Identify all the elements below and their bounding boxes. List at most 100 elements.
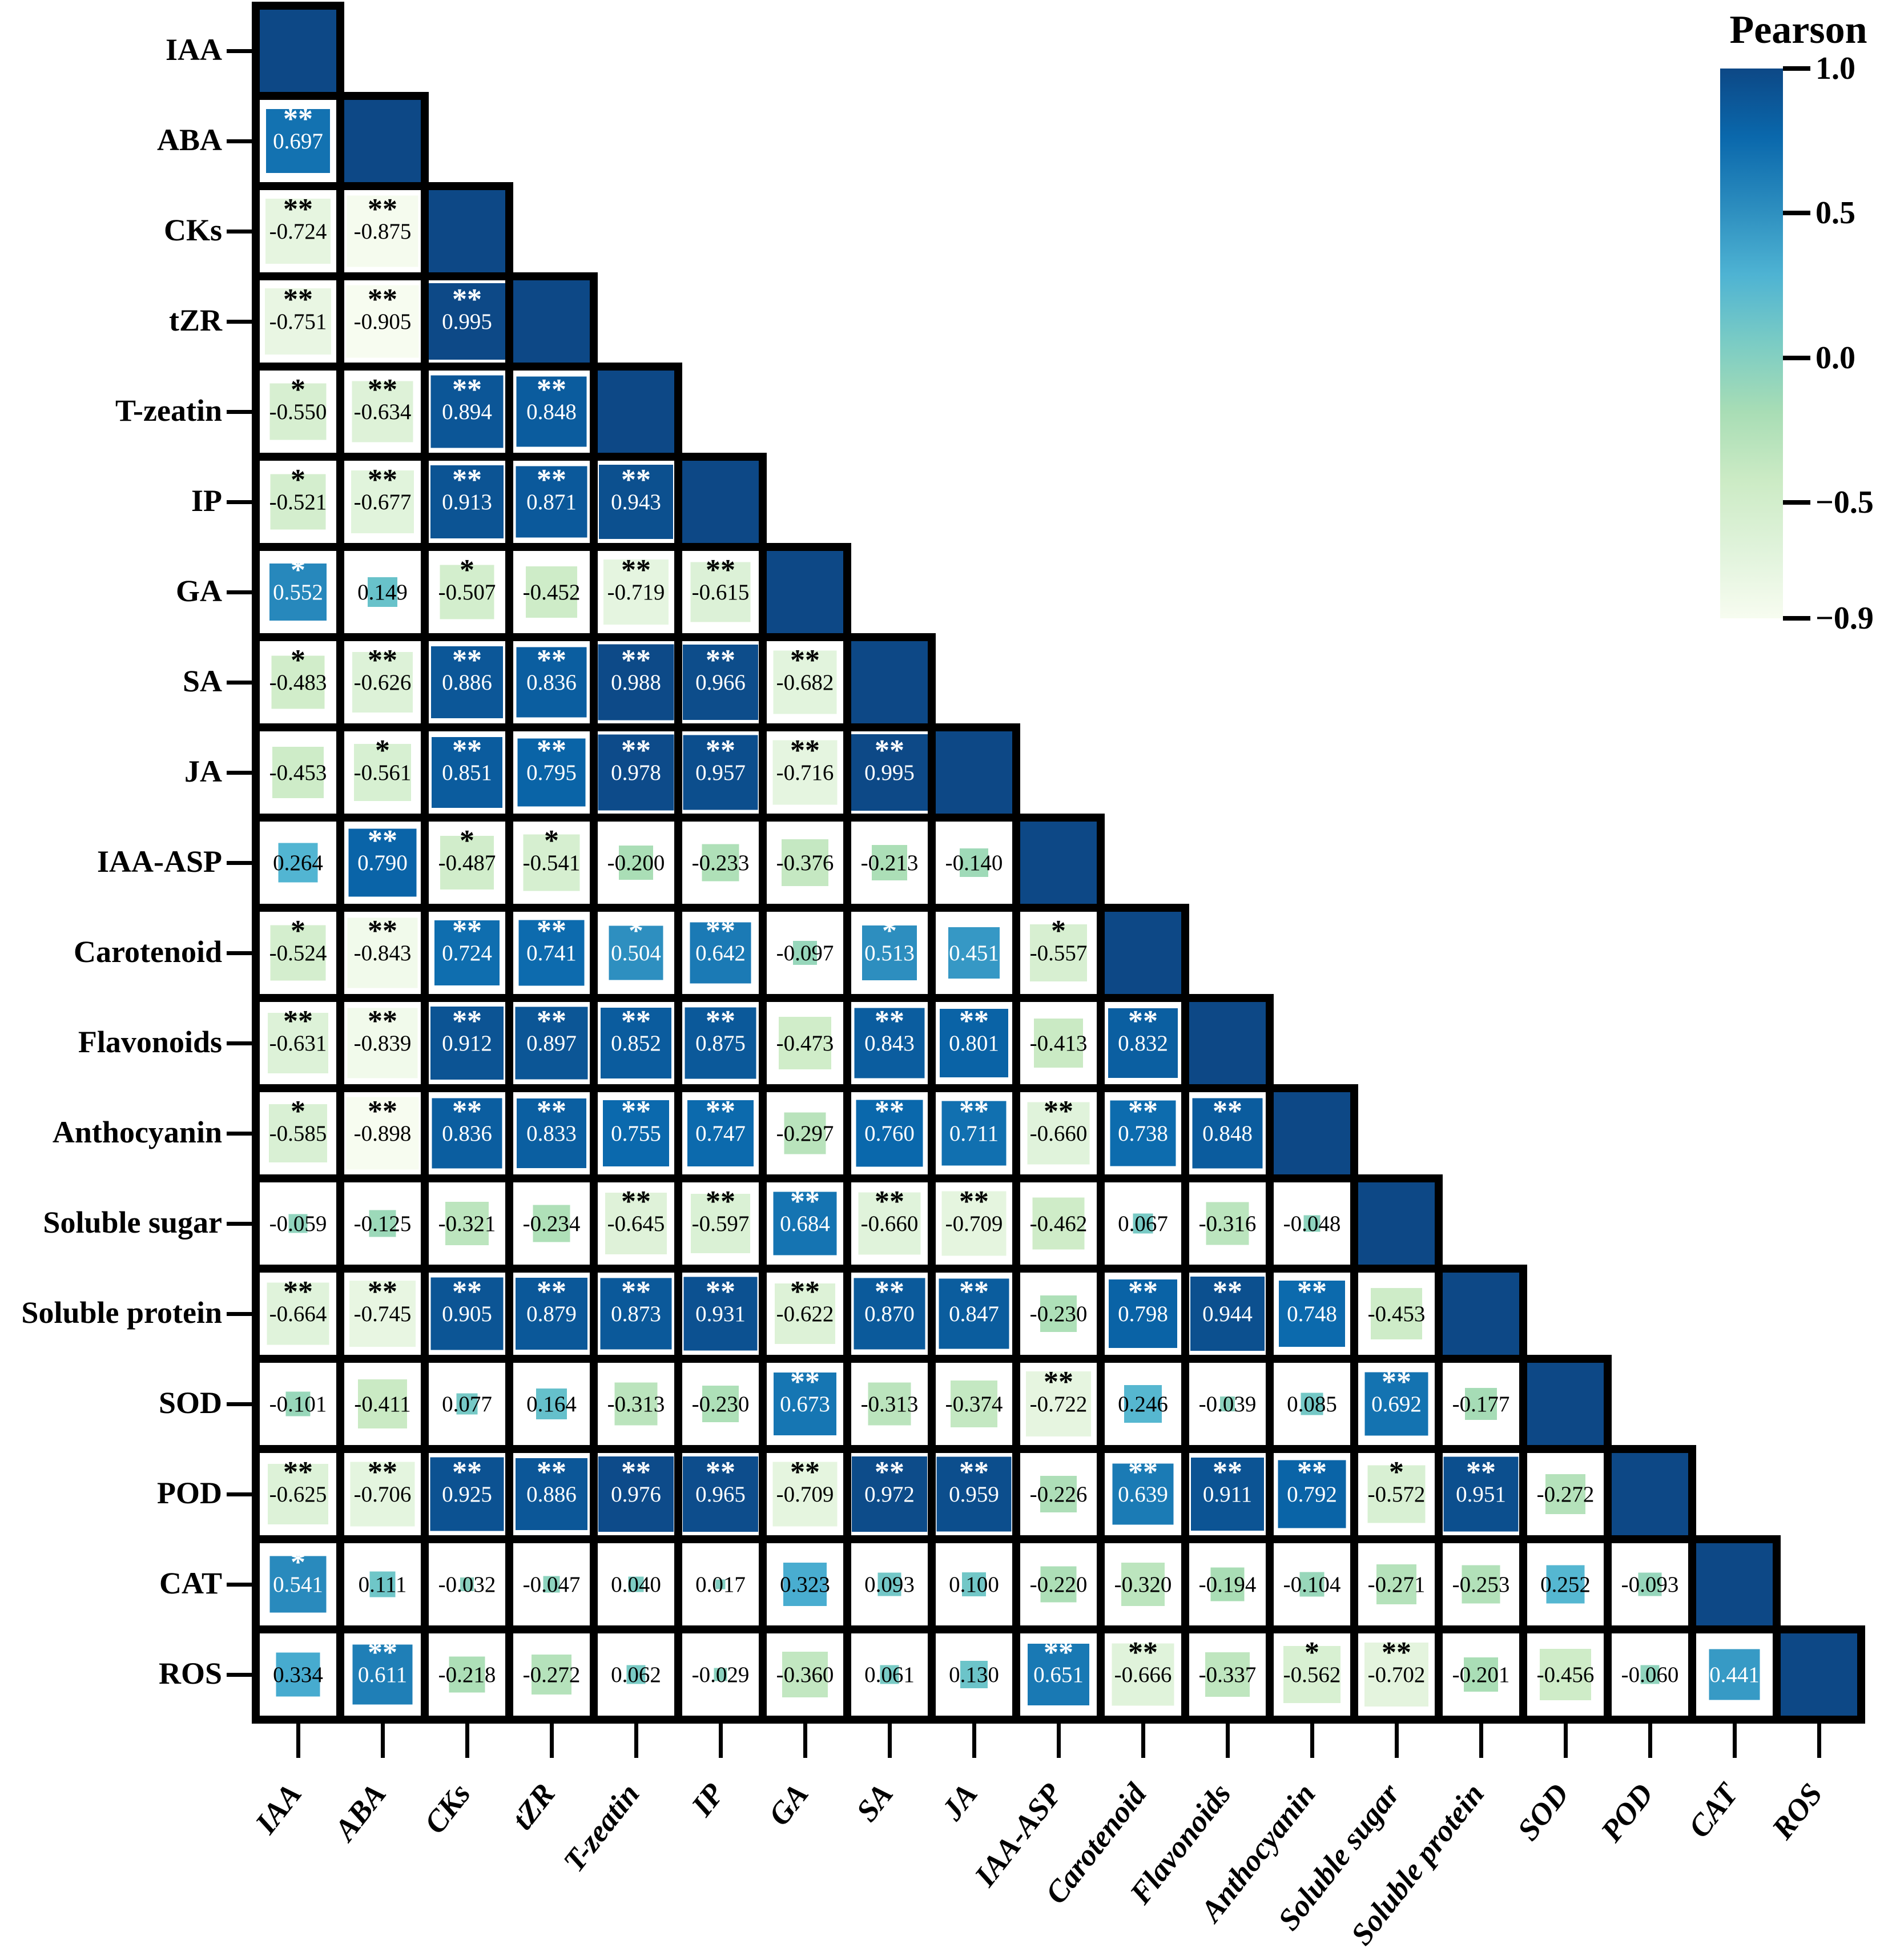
significance-stars: ** <box>1128 1636 1158 1669</box>
correlation-square <box>1110 1100 1176 1166</box>
correlation-value: -0.376 <box>776 850 834 875</box>
cell-CAT-POD: -0.093 <box>1604 1535 1696 1633</box>
significance-stars: ** <box>368 915 397 947</box>
correlation-value: 0.100 <box>949 1572 999 1597</box>
cell-SOD-tZR: 0.164 <box>505 1355 598 1453</box>
correlation-value: -0.452 <box>522 579 581 605</box>
correlation-value: -0.048 <box>1283 1211 1341 1236</box>
significance-stars: ** <box>1297 1275 1327 1308</box>
correlation-square <box>1109 1279 1177 1348</box>
significance-stars: ** <box>959 1095 989 1128</box>
significance-stars: ** <box>368 373 397 406</box>
cell-Soluble protein-ABA: ** -0.745 <box>336 1265 429 1363</box>
correlation-value: -0.487 <box>438 850 496 875</box>
correlation-value: -0.706 <box>353 1482 412 1507</box>
correlation-value: -0.557 <box>1029 940 1088 965</box>
y-axis-tick <box>227 139 252 143</box>
correlation-value: -0.722 <box>1029 1391 1088 1416</box>
correlation-value: -0.905 <box>353 309 412 334</box>
col-label-SOD: SOD <box>1510 1777 1576 1847</box>
significance-stars: * <box>291 373 305 406</box>
correlation-square <box>614 1382 658 1426</box>
row-label-JA: JA <box>184 754 222 788</box>
correlation-value: 0.873 <box>611 1301 661 1326</box>
cell-Flavonoids-T-zeatin: ** 0.852 <box>590 994 682 1092</box>
cell-POD-IP: ** 0.965 <box>674 1445 767 1543</box>
cell-T-zeatin-ABA: ** -0.634 <box>336 363 429 461</box>
significance-stars: * <box>460 824 474 857</box>
row-label-CAT: CAT <box>159 1566 222 1600</box>
correlation-square <box>346 1097 419 1170</box>
cell-SA-T-zeatin: ** 0.988 <box>590 633 682 731</box>
diagonal-cell-ABA <box>336 92 429 190</box>
correlation-value: -0.271 <box>1367 1572 1426 1597</box>
correlation-value: 0.724 <box>442 940 492 965</box>
significance-stars: ** <box>706 1005 735 1037</box>
correlation-value: 0.711 <box>949 1121 999 1146</box>
correlation-square <box>1026 1371 1091 1436</box>
col-label-ABA: ABA <box>327 1777 393 1847</box>
cell-Soluble protein-JA: ** 0.847 <box>928 1265 1020 1363</box>
significance-stars: ** <box>452 734 482 767</box>
significance-stars: ** <box>452 464 482 496</box>
correlation-square <box>941 1101 1007 1166</box>
correlation-value: -0.585 <box>269 1121 327 1146</box>
significance-stars: ** <box>452 915 482 947</box>
correlation-value: -0.462 <box>1029 1211 1088 1236</box>
correlation-value: 0.894 <box>442 399 492 424</box>
significance-stars: ** <box>368 193 397 226</box>
significance-stars: ** <box>875 1275 904 1308</box>
correlation-value: 0.905 <box>442 1301 492 1326</box>
cell-POD-SA: ** 0.972 <box>843 1445 936 1543</box>
correlation-value: -0.253 <box>1452 1572 1510 1597</box>
cell-Soluble sugar-Carotenoid: 0.067 <box>1097 1174 1189 1273</box>
correlation-square <box>347 1008 418 1078</box>
significance-stars: ** <box>368 283 397 316</box>
correlation-square <box>1108 1008 1178 1078</box>
row-label-ABA: ABA <box>156 123 222 157</box>
correlation-value: -0.660 <box>1029 1121 1088 1146</box>
significance-stars: ** <box>706 915 735 947</box>
correlation-square <box>962 1572 986 1596</box>
significance-stars: * <box>1051 915 1066 947</box>
y-axis-tick <box>227 230 252 234</box>
col-label-ROS: ROS <box>1765 1777 1829 1846</box>
correlation-value: 0.093 <box>864 1572 915 1597</box>
correlation-square <box>268 1464 328 1524</box>
cell-Anthocyanin-GA: -0.297 <box>759 1084 851 1182</box>
correlation-value: 0.792 <box>1287 1482 1337 1507</box>
cell-IAA-ASP-IP: -0.233 <box>674 814 767 912</box>
correlation-square <box>267 1282 329 1345</box>
correlation-square <box>1034 1019 1083 1068</box>
x-axis-tick <box>381 1724 385 1758</box>
cell-Soluble sugar-tZR: -0.234 <box>505 1174 598 1273</box>
correlation-square <box>948 927 1000 979</box>
correlation-value: 0.943 <box>611 489 661 514</box>
significance-stars: ** <box>621 554 651 586</box>
significance-stars: ** <box>621 1456 651 1488</box>
col-label-POD: POD <box>1594 1777 1660 1848</box>
correlation-value: 0.911 <box>1202 1482 1253 1507</box>
correlation-square <box>940 1009 1008 1077</box>
correlation-square <box>862 925 917 980</box>
cell-ROS-POD: -0.060 <box>1604 1625 1696 1724</box>
correlation-square <box>1040 1295 1077 1332</box>
correlation-square <box>271 655 325 709</box>
correlation-square <box>598 734 674 811</box>
correlation-square <box>269 383 327 440</box>
significance-stars: * <box>1389 1456 1404 1488</box>
row-label-Flavonoids: Flavonoids <box>78 1025 222 1059</box>
correlation-square <box>358 1379 407 1428</box>
significance-stars: ** <box>621 1095 651 1128</box>
cell-JA-IP: ** 0.957 <box>674 723 767 822</box>
significance-stars: ** <box>959 1275 989 1308</box>
col-label-tZR: tZR <box>505 1777 562 1836</box>
cell-CAT-IP: 0.017 <box>674 1535 767 1633</box>
correlation-square <box>516 1278 587 1350</box>
correlation-value: 0.697 <box>273 128 323 154</box>
cell-JA-GA: ** -0.716 <box>759 723 851 822</box>
correlation-value: -0.615 <box>691 579 750 605</box>
correlation-value: 0.798 <box>1118 1301 1168 1326</box>
correlation-value: 0.978 <box>611 760 661 785</box>
correlation-value: 0.995 <box>442 309 492 334</box>
